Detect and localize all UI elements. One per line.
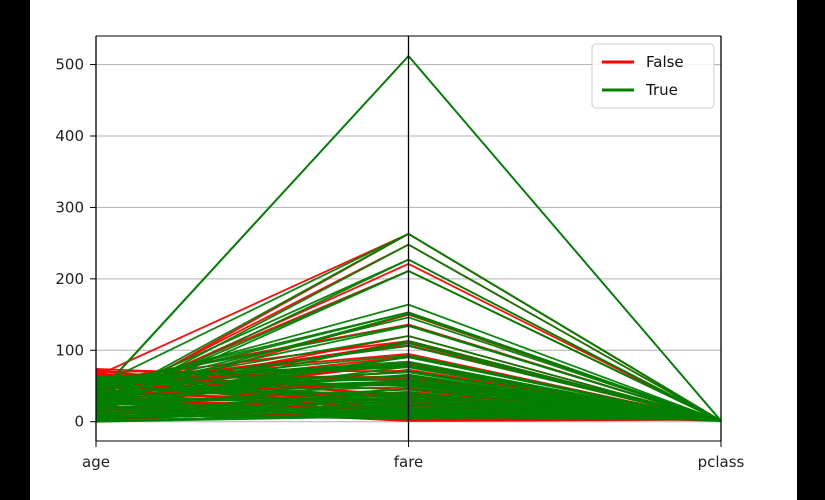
legend-box — [591, 43, 715, 109]
y-tick-label: 500 — [55, 56, 84, 74]
y-tick-label: 100 — [55, 341, 84, 359]
y-tick-label: 300 — [55, 198, 84, 216]
x-tick-label-fare: fare — [394, 453, 424, 471]
y-tick-label: 200 — [55, 270, 84, 288]
axes-layer — [90, 35, 722, 447]
parallel-coordinates-chart: 0 100 200 300 400 500 age fare pclass False True — [55, 35, 745, 471]
y-tick-label: 0 — [74, 413, 84, 431]
legend: False True — [591, 43, 715, 109]
chart-panel: 0 100 200 300 400 500 age fare pclass False True — [30, 0, 797, 500]
legend-label-false: False — [646, 53, 684, 71]
labels-layer: 0 100 200 300 400 500 age fare pclass — [55, 56, 744, 471]
x-tick-label-age: age — [82, 453, 110, 471]
y-tick-label: 400 — [55, 127, 84, 145]
legend-label-true: True — [645, 81, 678, 99]
x-tick-label-pclass: pclass — [698, 453, 745, 471]
